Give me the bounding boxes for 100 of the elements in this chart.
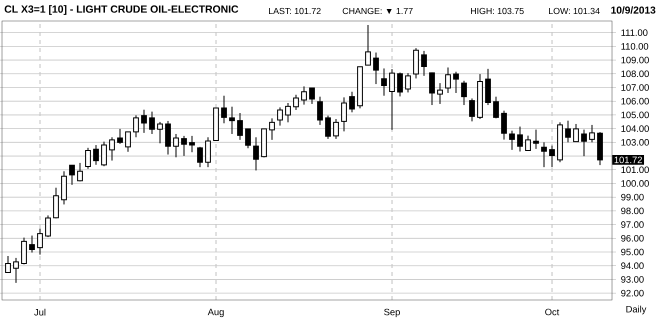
candlestick — [333, 118, 339, 140]
x-tick-label: Sep — [384, 308, 400, 318]
y-tick-label: 94.00 — [621, 262, 644, 270]
candlestick — [229, 106, 235, 134]
candlestick — [541, 142, 547, 168]
candlestick — [133, 114, 139, 138]
candlestick — [77, 162, 83, 182]
candlestick — [525, 135, 531, 152]
candlestick — [253, 136, 259, 171]
text: LAST: 101.72 — [269, 8, 321, 14]
candlestick — [301, 86, 307, 106]
y-tick-label: 109.00 — [621, 56, 649, 64]
candlestick — [517, 126, 523, 152]
y-tick-label: 110.00 — [621, 43, 648, 50]
candlestick — [101, 141, 107, 167]
candlestick — [45, 214, 51, 238]
candlestick — [317, 96, 323, 126]
candlestick — [437, 82, 443, 104]
text: 10/9/2013 — [611, 6, 656, 14]
candlestick — [349, 91, 355, 113]
y-tick-label: 107.00 — [621, 84, 649, 91]
candlestick — [509, 130, 515, 150]
candlestick — [533, 129, 539, 150]
candlestick — [589, 124, 595, 143]
candlestick — [165, 120, 171, 156]
y-tick-label: 108.00 — [621, 70, 649, 78]
candlestick — [485, 68, 491, 106]
chart-title: CL X3=1 [10] - LIGHT CRUDE OIL-ELECTRONIC — [4, 5, 238, 15]
candlestick — [53, 187, 59, 219]
y-tick-label: 95.00 — [621, 248, 644, 256]
candlestick — [581, 129, 587, 157]
candlestick — [245, 128, 251, 149]
y-tick-label: 98.00 — [621, 208, 644, 214]
candlestick — [365, 24, 371, 66]
candlestick — [37, 228, 43, 256]
y-tick-label: 93.00 — [621, 276, 644, 283]
y-tick-label: 105.00 — [621, 112, 649, 118]
candlestick — [421, 50, 427, 76]
candlestick — [189, 135, 195, 153]
text: LOW: 101.34 — [549, 8, 600, 14]
candlestick — [373, 52, 379, 85]
candlestick — [85, 147, 91, 170]
candlestick — [205, 136, 211, 168]
candlestick — [469, 98, 475, 122]
candlestick — [549, 145, 555, 168]
candlestick — [293, 94, 299, 110]
candlestick — [429, 72, 435, 106]
candlestick — [117, 128, 123, 144]
text: Daily — [626, 306, 646, 314]
y-tick-label: 97.00 — [621, 221, 644, 228]
candlestick — [13, 257, 19, 284]
candlestick — [5, 255, 11, 274]
text: CHANGE: ▼ 1.77 — [342, 8, 413, 14]
candlestick — [405, 72, 411, 93]
y-tick-label: 106.00 — [621, 98, 649, 104]
x-tick-label: Aug — [208, 308, 224, 318]
candlestick — [285, 102, 291, 123]
candlestick — [61, 170, 67, 205]
candlestick — [565, 120, 571, 143]
candlestick — [93, 144, 99, 166]
candlestick — [381, 68, 387, 96]
y-tick-label: 92.00 — [621, 290, 644, 296]
candlestick — [461, 80, 467, 106]
candlestick — [501, 110, 507, 140]
candlestick — [221, 95, 227, 124]
candlestick — [109, 136, 115, 162]
x-tick-label: Oct — [545, 308, 560, 316]
candlestick — [197, 146, 203, 168]
text: HIGH: 103.75 — [471, 8, 524, 14]
candlestick — [573, 123, 579, 142]
y-tick-label: 96.00 — [621, 235, 644, 242]
y-tick-label: 103.00 — [621, 139, 649, 146]
candlestick — [397, 72, 403, 97]
y-tick-label: 99.00 — [621, 194, 644, 200]
x-tick-label: Jul — [34, 308, 46, 316]
candlestick — [29, 235, 35, 254]
y-tick-label: 100.00 — [621, 180, 649, 187]
candlestick — [325, 115, 331, 140]
candlestick — [445, 66, 451, 94]
candlestick — [453, 71, 459, 94]
candlestick — [69, 164, 75, 186]
y-tick-label: 104.00 — [621, 125, 649, 132]
candlestick — [277, 106, 283, 126]
candlestick — [269, 118, 275, 140]
annotation: 101.72 — [614, 156, 642, 164]
candlestick — [157, 121, 163, 144]
candlestick — [149, 111, 155, 134]
candlestick — [413, 48, 419, 79]
y-tick-label: 101.00 — [621, 166, 649, 174]
candlestick — [141, 109, 147, 134]
candlestick — [237, 112, 243, 140]
candlestick — [389, 68, 395, 130]
candlestick — [309, 87, 315, 104]
candlestick — [125, 131, 131, 152]
y-tick-label: 111.00 — [621, 29, 648, 36]
candlestick — [173, 133, 179, 158]
candlestick — [493, 96, 499, 119]
candlestick — [341, 96, 347, 132]
candlestick — [181, 135, 187, 156]
candlestick — [21, 237, 27, 265]
